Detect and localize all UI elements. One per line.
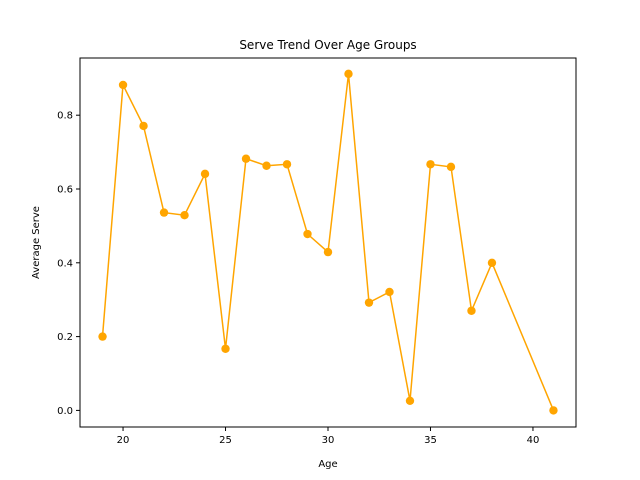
data-point <box>139 121 148 131</box>
series-line <box>101 73 555 411</box>
y-tick-label: 0.0 <box>57 406 73 417</box>
y-tick-label: 0.2 <box>57 332 73 343</box>
data-point <box>282 160 292 169</box>
y-axis-title: Average Serve <box>31 206 42 279</box>
y-axis: 0.0 0.2 0.4 0.6 0.8 <box>57 111 80 417</box>
data-point <box>405 396 415 406</box>
data-point <box>426 160 435 169</box>
data-point <box>180 210 189 220</box>
data-point <box>385 287 394 297</box>
data-point <box>364 298 374 307</box>
axes-frame <box>79 57 577 428</box>
data-point <box>446 162 456 172</box>
data-point <box>487 258 497 267</box>
data-point <box>344 69 353 79</box>
x-tick-label: 40 <box>527 435 540 446</box>
data-point <box>323 247 333 257</box>
data-point <box>467 306 476 315</box>
data-point <box>549 406 558 415</box>
data-point <box>200 169 210 179</box>
y-tick-label: 0.4 <box>57 258 73 269</box>
x-tick-label: 20 <box>117 435 130 446</box>
data-point <box>303 229 312 239</box>
data-point <box>221 344 230 353</box>
x-axis: 20 25 30 35 40 <box>117 427 540 446</box>
data-point <box>159 208 169 217</box>
plot-area <box>98 69 558 415</box>
x-tick-label: 35 <box>424 435 437 446</box>
data-point <box>262 161 271 170</box>
x-tick-label: 30 <box>322 435 335 446</box>
y-tick-label: 0.8 <box>57 111 73 122</box>
x-tick-label: 25 <box>219 435 232 446</box>
chart-title: Serve Trend Over Age Groups <box>239 38 416 52</box>
data-point <box>98 332 107 341</box>
data-point <box>118 80 128 90</box>
x-axis-title: Age <box>318 459 337 470</box>
data-point <box>241 154 251 163</box>
y-tick-label: 0.6 <box>57 184 73 195</box>
